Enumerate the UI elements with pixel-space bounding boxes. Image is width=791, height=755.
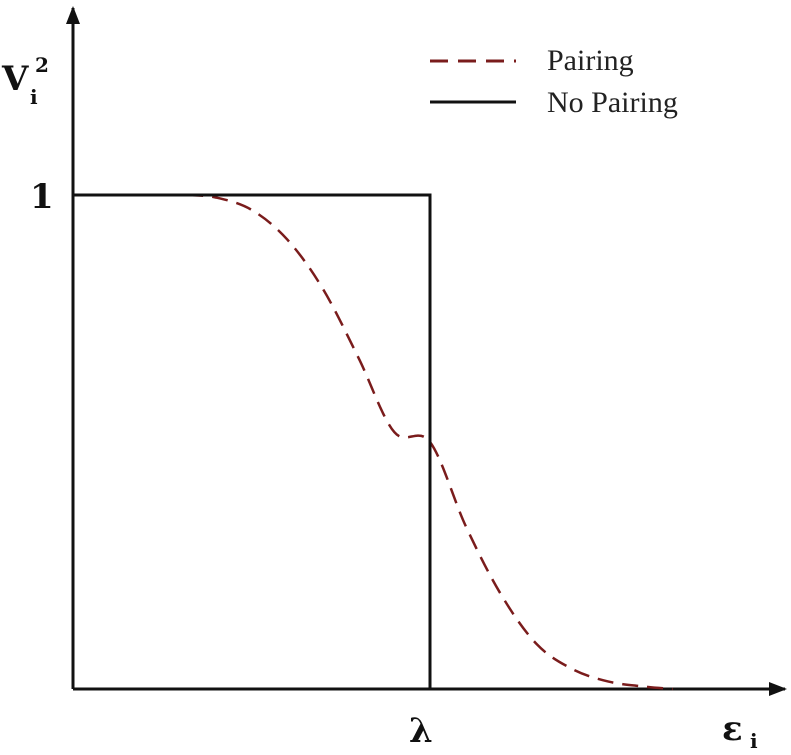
x-axis-label: ε i [722, 709, 758, 753]
series-line-no-pairing [73, 193, 432, 689]
legend-label-no-pairing: No Pairing [547, 86, 678, 119]
legend: Pairing No Pairing [430, 44, 678, 119]
series-no-pairing [73, 193, 432, 689]
y-axis-label-sup: 2 [35, 53, 49, 77]
series-line-pairing [187, 193, 673, 691]
y-tick-label-1: 1 [30, 177, 54, 217]
y-axis-label: V i 2 [1, 53, 49, 109]
y-axis-label-sub: i [30, 85, 38, 109]
series-layer [73, 193, 673, 691]
x-axis-label-base: ε [722, 709, 743, 749]
y-axis-label-base: V [1, 59, 29, 99]
x-axis-label-sub: i [750, 729, 758, 753]
x-tick-label-lambda: λ [409, 711, 433, 751]
series-pairing [187, 193, 673, 691]
legend-label-pairing: Pairing [547, 44, 634, 77]
